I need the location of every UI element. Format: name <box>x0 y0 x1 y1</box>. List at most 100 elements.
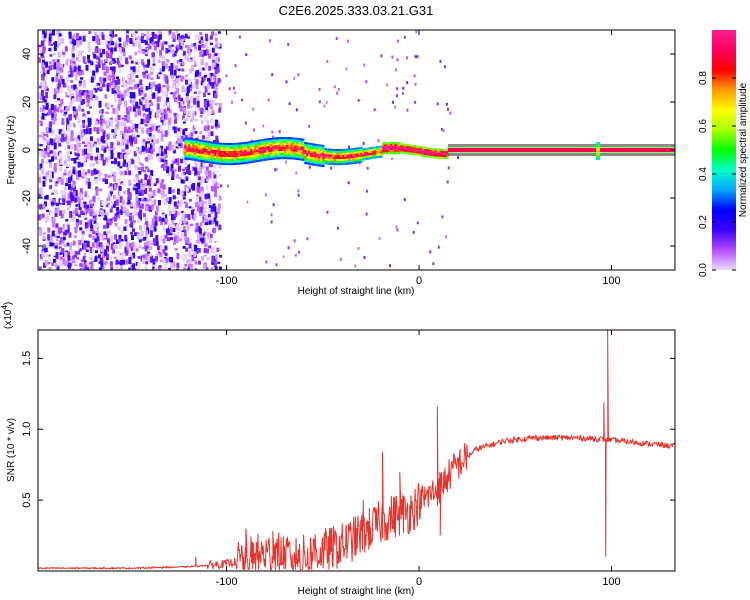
spectrogram-cell <box>294 149 297 152</box>
spectrogram-cell <box>274 155 277 158</box>
spectrogram-cell <box>144 188 147 194</box>
spectrogram-cell <box>164 245 168 251</box>
spectrogram-cell <box>122 161 126 167</box>
spectrogram-cell <box>238 142 241 145</box>
spectrogram-cell <box>199 115 203 118</box>
spectrogram-cell <box>196 145 199 148</box>
spectrogram-cell <box>79 263 83 267</box>
spectrogram-cell <box>145 220 149 227</box>
spectrogram-cell <box>53 62 57 70</box>
spectrogram-cell <box>250 150 253 154</box>
spectrogram-cell <box>168 197 172 202</box>
spectrogram-cell <box>208 145 211 148</box>
spectrogram-cell <box>190 148 193 151</box>
spectrogram-cell <box>206 144 209 147</box>
spectrogram-cell <box>306 152 309 155</box>
spectrogram-cell <box>340 155 343 158</box>
spectrogram-cell <box>224 156 227 160</box>
spectrogram-cell <box>73 65 77 73</box>
spectrogram-cell <box>127 161 131 168</box>
spectrogram-cell <box>172 35 176 42</box>
spectrogram-cell <box>212 246 216 253</box>
spectrogram-cell <box>89 161 93 167</box>
spectrogram-cell <box>62 224 66 227</box>
spectrogram-cell <box>70 135 74 141</box>
spectrogram-cell <box>447 166 450 170</box>
spectrogram-cell <box>386 152 389 155</box>
spectrogram-cell <box>191 110 195 117</box>
spectrogram-cell <box>114 93 118 98</box>
spectrogram-cell <box>122 52 126 56</box>
spectrogram-cell <box>104 94 108 99</box>
spectrogram-cell <box>56 178 60 181</box>
spectrogram-cell <box>70 214 74 217</box>
spectrogram-cell <box>150 82 154 89</box>
spectrogram-cell <box>175 236 179 243</box>
spectrogram-cell <box>332 150 335 154</box>
spectrogram-cell <box>334 151 337 154</box>
spectrogram-cell <box>214 142 217 145</box>
spectrogram-cell <box>282 255 285 259</box>
spectrogram-cell <box>74 226 78 234</box>
spectrogram-cell <box>360 156 363 159</box>
spectrogram-cell <box>183 108 187 114</box>
spectrogram-cell <box>320 162 323 165</box>
spectrogram-cell <box>135 195 139 202</box>
spectrogram-cell <box>244 151 247 155</box>
spectrogram-cell <box>112 217 116 220</box>
spectrogram-cell <box>84 191 88 195</box>
spectrogram-cell <box>152 189 156 197</box>
spectrogram-cell <box>62 258 66 265</box>
spectrogram-cell <box>93 143 97 148</box>
spectrogram-cell <box>340 149 343 152</box>
spectrogram-cell <box>270 153 273 156</box>
colorbar-tick-label: 0.8 <box>698 71 709 85</box>
spectrogram-cell <box>115 112 119 116</box>
spectrogram-cell <box>84 171 87 177</box>
spectrogram-cell <box>149 89 153 93</box>
spectrogram-cell <box>61 238 65 244</box>
spectrogram-cell <box>174 210 177 218</box>
spectrogram-cell <box>135 248 139 252</box>
spectrogram-cell <box>93 226 97 231</box>
spectrogram-cell <box>172 81 176 88</box>
spectrogram-cell <box>262 148 265 152</box>
spectrogram-cell <box>224 144 227 148</box>
spectrogram-cell <box>95 36 99 43</box>
spectrogram-cell <box>292 155 295 158</box>
spectrogram-cell <box>54 208 58 214</box>
spectrogram-cell <box>160 165 164 169</box>
spectrogram-cell <box>119 255 123 261</box>
spectrogram-cell <box>202 180 206 183</box>
spectrogram-cell <box>70 158 74 161</box>
spectrogram-cell <box>42 180 46 187</box>
spectrogram-cell <box>125 57 129 65</box>
spectrogram-cell <box>396 87 399 91</box>
spectrogram-cell <box>133 70 137 74</box>
spectrogram-cell <box>388 148 391 151</box>
spectrogram-cell <box>418 145 421 149</box>
spectrogram-cell <box>340 159 343 162</box>
spectrogram-cell <box>67 105 71 108</box>
spectrogram-cell <box>65 182 69 186</box>
spectrogram-cell <box>294 157 297 160</box>
spectrogram-cell <box>408 152 411 155</box>
spectrogram-cell <box>230 149 233 152</box>
spectrogram-cell <box>328 162 331 165</box>
spectrogram-cell <box>210 186 214 192</box>
spectrogram-cell <box>184 151 187 154</box>
spectrogram-cell <box>196 141 199 144</box>
spectrogram-cell <box>207 37 211 43</box>
spectrogram-cell <box>134 243 137 250</box>
spectrogram-cell <box>120 239 124 242</box>
spectrogram-cell <box>71 195 74 202</box>
spectrogram-cell <box>214 52 218 56</box>
spectrogram-cell <box>262 150 265 154</box>
spectrogram-cell <box>201 256 204 261</box>
spectrogram-cell <box>62 183 66 188</box>
spectrogram-cell <box>121 119 125 127</box>
spectrogram-cell <box>66 117 70 124</box>
spectrogram-cell <box>238 162 241 165</box>
spectrogram-cell <box>441 215 444 219</box>
spectrogram-cell <box>90 76 94 83</box>
